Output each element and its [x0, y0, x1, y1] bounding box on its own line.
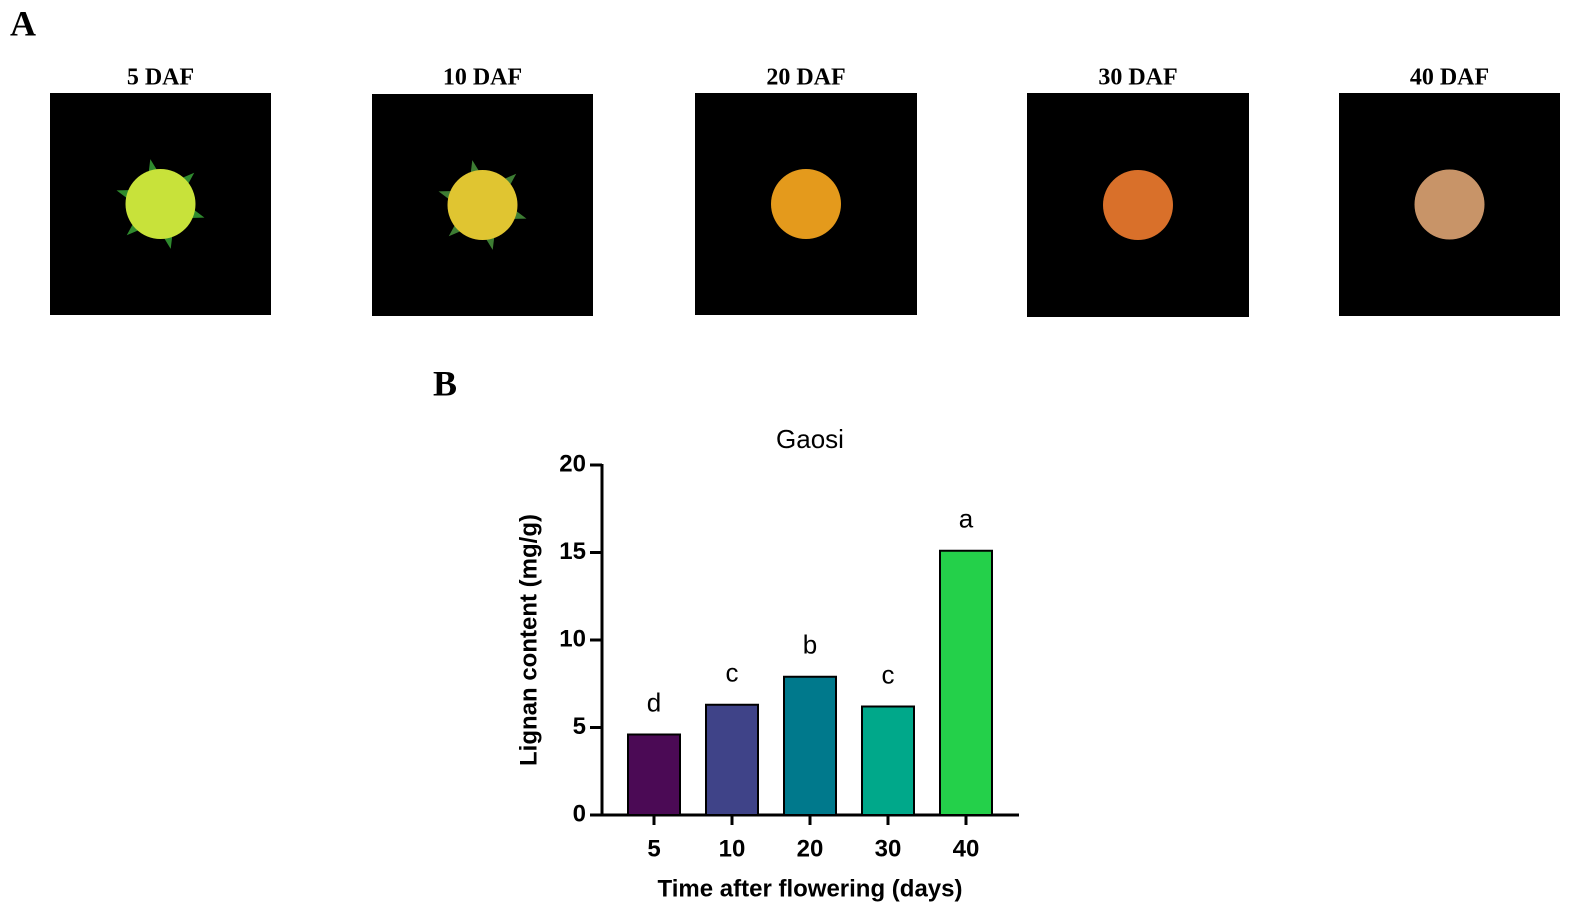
significance-letter: c [726, 658, 739, 688]
fruit [771, 169, 841, 239]
fruit [1414, 169, 1485, 240]
significance-letter: a [959, 504, 974, 534]
x-tick-label: 5 [647, 835, 660, 862]
significance-letter: d [647, 687, 661, 717]
y-tick-label: 20 [559, 450, 586, 477]
y-tick-label: 0 [573, 800, 586, 827]
x-tick-label: 20 [797, 835, 824, 862]
fruit [125, 169, 196, 239]
fruit [1103, 170, 1173, 240]
panel-label: B [433, 363, 457, 403]
chart-title: Gaosi [776, 424, 844, 454]
bar [861, 705, 915, 816]
y-tick-label: 15 [559, 538, 586, 565]
bar [939, 549, 993, 816]
bar [627, 733, 681, 816]
bar [705, 703, 759, 816]
image-label: 20 DAF [766, 65, 845, 91]
x-tick-label: 30 [875, 835, 902, 862]
y-axis-label: Lignan content (mg/g) [515, 514, 542, 766]
image-label: 5 DAF [127, 65, 194, 91]
image-label: 40 DAF [1410, 65, 1489, 91]
image-label: 30 DAF [1098, 65, 1177, 91]
image-label: 10 DAF [443, 65, 522, 91]
x-tick-label: 10 [719, 835, 746, 862]
significance-letter: b [803, 630, 817, 660]
fruit [447, 170, 518, 240]
y-tick-label: 10 [559, 625, 586, 652]
bar [783, 675, 837, 816]
y-tick-label: 5 [573, 713, 586, 740]
panel-label: A [10, 3, 36, 43]
x-axis-label: Time after flowering (days) [658, 875, 963, 902]
x-tick-label: 40 [953, 835, 980, 862]
significance-letter: c [882, 659, 895, 689]
